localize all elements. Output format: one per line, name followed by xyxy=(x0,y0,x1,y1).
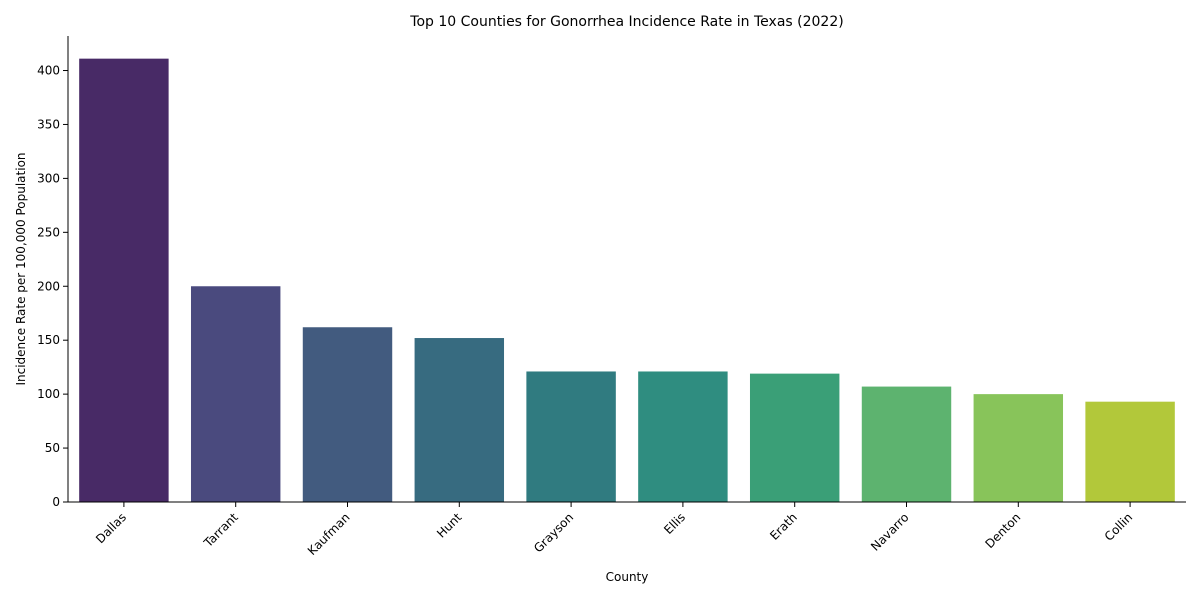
y-tick-label: 300 xyxy=(37,171,60,185)
y-tick-label: 400 xyxy=(37,64,60,78)
bar-kaufman xyxy=(302,327,393,502)
y-tick-label: 50 xyxy=(45,441,60,455)
bar-tarrant xyxy=(190,286,281,502)
y-tick-label: 0 xyxy=(52,495,60,509)
bar-ellis xyxy=(638,371,728,502)
y-tick-label: 100 xyxy=(37,387,60,401)
chart-title: Top 10 Counties for Gonorrhea Incidence … xyxy=(409,14,843,30)
x-tick-label: Tarrant xyxy=(200,510,241,551)
x-tick-label: Hunt xyxy=(434,510,465,541)
x-axis-label: County xyxy=(606,570,649,584)
x-axis: Dallas Tarrant Kaufman Hunt Grayson Ellis Erat… xyxy=(68,501,1186,558)
plot-area xyxy=(79,58,1175,503)
x-tick-label: Erath xyxy=(767,510,800,543)
x-tick-label: Ellis xyxy=(661,510,688,537)
y-tick-label: 250 xyxy=(37,225,60,239)
x-tick-label: Kaufman xyxy=(305,510,353,558)
bar-navarro xyxy=(861,386,952,502)
bar-dallas xyxy=(79,58,169,503)
x-tick-label: Collin xyxy=(1102,510,1135,543)
bar-collin xyxy=(1085,401,1175,502)
bar-erath xyxy=(749,373,840,502)
bar-hunt xyxy=(414,338,505,502)
y-axis-label: Incidence Rate per 100,000 Population xyxy=(14,152,28,385)
x-tick-label: Navarro xyxy=(868,510,912,554)
y-axis: 0 50 100 150 200 250 300 350 400 xyxy=(37,36,69,509)
x-tick-label: Dallas xyxy=(93,510,129,546)
bar-denton xyxy=(973,394,1064,502)
bar-grayson xyxy=(526,371,616,502)
y-tick-label: 350 xyxy=(37,117,60,131)
x-tick-label: Grayson xyxy=(531,510,576,555)
x-tick-label: Denton xyxy=(982,510,1023,551)
y-tick-label: 150 xyxy=(37,333,60,347)
y-tick-label: 200 xyxy=(37,279,60,293)
